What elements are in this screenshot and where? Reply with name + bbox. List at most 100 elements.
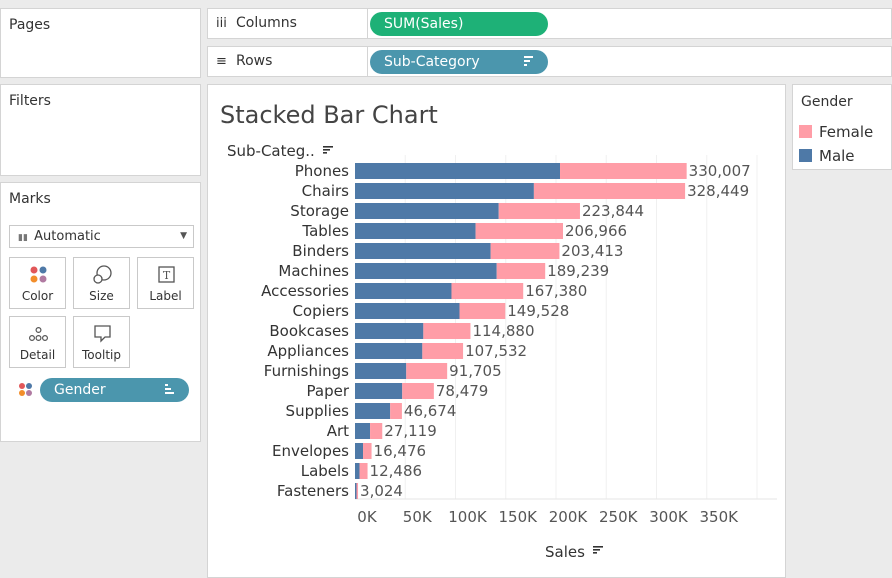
bar-segment-female[interactable] xyxy=(496,263,546,279)
filters-panel[interactable]: Filters xyxy=(0,84,201,176)
size-button[interactable]: Size xyxy=(73,257,130,309)
total-label: 12,486 xyxy=(370,462,423,480)
chevron-down-icon[interactable]: ▼ xyxy=(180,231,187,241)
pages-panel[interactable]: Pages xyxy=(0,8,201,78)
bar-segment-male[interactable] xyxy=(355,283,452,299)
category-label[interactable]: Chairs xyxy=(302,182,350,200)
bar-segment-male[interactable] xyxy=(355,243,491,259)
bar-segment-male[interactable] xyxy=(355,203,499,219)
total-label: 167,380 xyxy=(525,282,587,300)
detail-dots-icon xyxy=(29,326,48,342)
bar-segment-male[interactable] xyxy=(355,423,371,439)
pages-title: Pages xyxy=(9,17,51,33)
total-label: 3,024 xyxy=(360,482,403,500)
color-dots-icon xyxy=(19,383,32,396)
rows-shelf[interactable]: ≡ Rows Sub-Category xyxy=(207,46,892,77)
bar-segment-female[interactable] xyxy=(363,443,372,459)
marks-title: Marks xyxy=(9,191,51,207)
svg-text:T: T xyxy=(163,269,171,282)
total-label: 16,476 xyxy=(374,442,427,460)
bar-segment-female[interactable] xyxy=(422,343,464,359)
category-label[interactable]: Machines xyxy=(278,262,349,280)
bar-segment-female[interactable] xyxy=(356,483,359,499)
gender-color-pill[interactable]: Gender xyxy=(40,378,189,402)
toolbar-strip xyxy=(0,0,892,8)
bar-segment-male[interactable] xyxy=(355,183,534,199)
total-label: 78,479 xyxy=(436,382,489,400)
bar-segment-male[interactable] xyxy=(355,343,423,359)
total-label: 206,966 xyxy=(565,222,627,240)
category-label[interactable]: Phones xyxy=(295,162,349,180)
x-tick-label: 100K xyxy=(448,508,488,526)
x-axis-title[interactable]: Sales xyxy=(545,543,585,561)
sum-sales-pill[interactable]: SUM(Sales) xyxy=(370,12,548,36)
bar-segment-male[interactable] xyxy=(355,323,424,339)
bar-segment-female[interactable] xyxy=(390,403,402,419)
label-button-label: Label xyxy=(149,289,182,303)
mark-type-dropdown[interactable]: ▮▮ Automatic ▼ xyxy=(9,225,194,248)
category-label[interactable]: Envelopes xyxy=(272,442,349,460)
sort-icon[interactable] xyxy=(593,546,603,554)
category-label[interactable]: Furnishings xyxy=(264,362,349,380)
category-label[interactable]: Art xyxy=(327,422,349,440)
bar-segment-female[interactable] xyxy=(475,223,564,239)
legend-item-male[interactable]: Male xyxy=(799,147,855,165)
bar-chart-icon: ▮▮ xyxy=(18,233,28,243)
label-button[interactable]: T Label xyxy=(137,257,194,309)
x-tick-label: 0K xyxy=(357,508,378,526)
bar-segment-male[interactable] xyxy=(355,463,360,479)
category-label[interactable]: Bookcases xyxy=(269,322,349,340)
bar-segment-male[interactable] xyxy=(355,443,364,459)
sort-icon[interactable] xyxy=(323,146,333,154)
legend-item-female[interactable]: Female xyxy=(799,123,873,141)
bar-segment-female[interactable] xyxy=(498,203,580,219)
category-label[interactable]: Copiers xyxy=(292,302,349,320)
bar-segment-male[interactable] xyxy=(355,383,403,399)
bar-segment-male[interactable] xyxy=(355,403,391,419)
detail-button[interactable]: Detail xyxy=(9,316,66,368)
x-tick-label: 250K xyxy=(599,508,639,526)
sub-category-pill[interactable]: Sub-Category xyxy=(370,50,548,74)
x-tick-label: 350K xyxy=(700,508,740,526)
bar-segment-female[interactable] xyxy=(560,163,687,179)
total-label: 149,528 xyxy=(507,302,569,320)
category-label[interactable]: Storage xyxy=(290,202,349,220)
legend-title: Gender xyxy=(801,94,853,110)
bar-segment-male[interactable] xyxy=(355,163,561,179)
bar-segment-male[interactable] xyxy=(355,303,460,319)
bar-segment-female[interactable] xyxy=(423,323,471,339)
category-label[interactable]: Labels xyxy=(301,462,349,480)
category-label[interactable]: Tables xyxy=(301,222,349,240)
category-label[interactable]: Accessories xyxy=(261,282,349,300)
bar-segment-female[interactable] xyxy=(370,423,383,439)
tooltip-button[interactable]: Tooltip xyxy=(73,316,130,368)
bar-segment-female[interactable] xyxy=(406,363,448,379)
color-dots-icon xyxy=(30,266,47,283)
sort-icon xyxy=(165,384,175,396)
bar-segment-male[interactable] xyxy=(355,223,476,239)
marks-panel: Marks ▮▮ Automatic ▼ Color Size T Label xyxy=(0,182,201,442)
bar-segment-female[interactable] xyxy=(451,283,524,299)
columns-shelf[interactable]: iii Columns SUM(Sales) xyxy=(207,8,892,39)
bar-segment-female[interactable] xyxy=(490,243,560,259)
bar-segment-female[interactable] xyxy=(533,183,686,199)
bar-segment-female[interactable] xyxy=(359,463,368,479)
columns-shelf-label: iii Columns xyxy=(208,9,368,38)
bar-segment-male[interactable] xyxy=(355,483,357,499)
category-label[interactable]: Supplies xyxy=(286,402,350,420)
row-header[interactable]: Sub-Categ.. xyxy=(227,142,315,160)
columns-icon: iii xyxy=(216,16,227,31)
total-label: 189,239 xyxy=(547,262,609,280)
category-label[interactable]: Fasteners xyxy=(277,482,349,500)
category-label[interactable]: Binders xyxy=(292,242,349,260)
color-button-label: Color xyxy=(21,289,54,303)
total-label: 330,007 xyxy=(689,162,751,180)
color-button[interactable]: Color xyxy=(9,257,66,309)
gender-pill-label: Gender xyxy=(54,382,106,398)
category-label[interactable]: Paper xyxy=(307,382,350,400)
bar-segment-female[interactable] xyxy=(402,383,434,399)
bar-segment-male[interactable] xyxy=(355,263,497,279)
bar-segment-female[interactable] xyxy=(459,303,506,319)
category-label[interactable]: Appliances xyxy=(267,342,349,360)
bar-segment-male[interactable] xyxy=(355,363,407,379)
